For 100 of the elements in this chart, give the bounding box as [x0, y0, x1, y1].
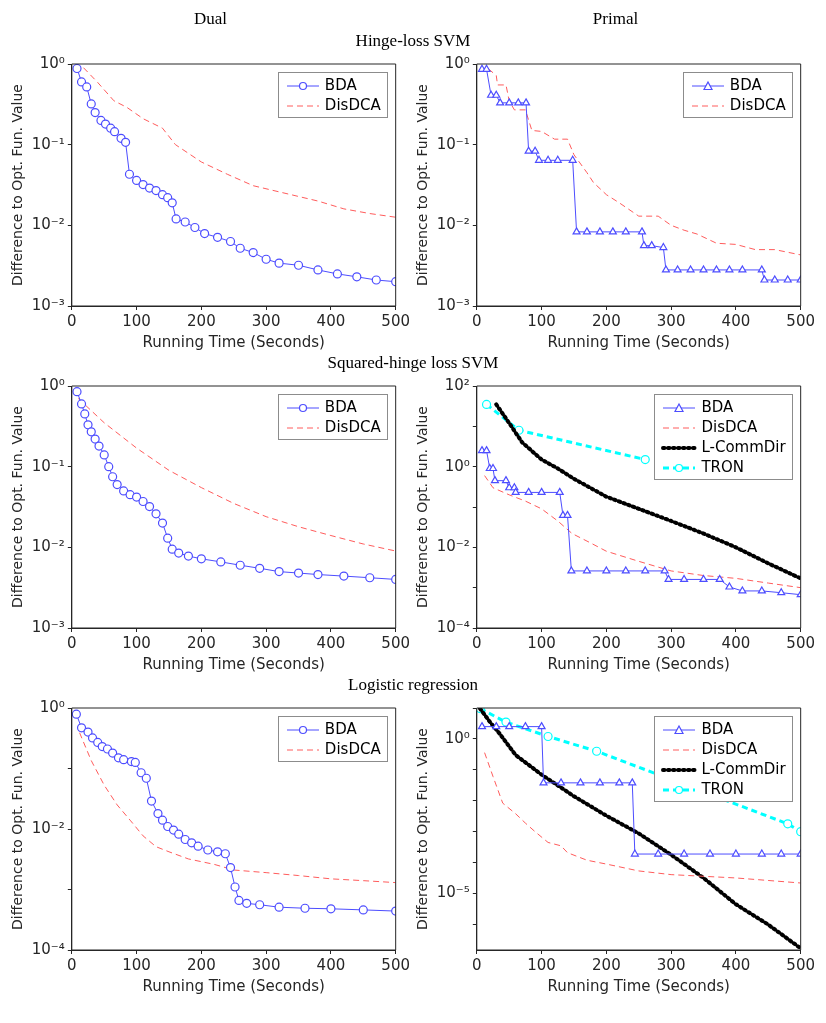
x-tick-label: 300: [656, 955, 686, 974]
point: [300, 903, 310, 913]
point: [94, 441, 104, 451]
legend-label: DisDCA: [701, 740, 758, 758]
point: [255, 900, 265, 910]
point: [183, 551, 194, 561]
point: [157, 518, 168, 528]
point: [99, 450, 109, 460]
point: [637, 227, 647, 235]
point: [539, 778, 548, 786]
point: [274, 567, 284, 577]
x-tick-label: 400: [316, 955, 346, 974]
y-tick-label: 10⁰: [444, 53, 470, 72]
legend-label: TRON: [701, 780, 745, 798]
point: [144, 501, 155, 512]
point: [595, 778, 604, 786]
point: [131, 492, 142, 502]
point: [174, 548, 184, 558]
legend-label: DisDCA: [729, 96, 786, 114]
y-tick-label: 10⁰: [39, 697, 65, 716]
point: [131, 175, 142, 186]
y-tick-label: 10⁻³: [31, 295, 65, 314]
point: [76, 723, 87, 733]
point: [725, 265, 734, 273]
x-tick-label: 300: [656, 633, 686, 652]
y-tick-label: 10⁻¹: [31, 134, 65, 153]
chart-subtitle: Logistic regression: [347, 674, 479, 696]
point: [712, 265, 721, 273]
y-tick-label: 10⁰: [39, 375, 65, 394]
y-tick-label: 10⁻²: [436, 537, 470, 556]
line-series: [494, 402, 801, 581]
chart-title: Primal: [591, 8, 640, 30]
point: [83, 727, 93, 737]
point: [86, 99, 96, 109]
legend-label: BDA: [324, 720, 357, 738]
point: [86, 427, 96, 437]
point: [537, 722, 546, 730]
x-tick-label: 100: [122, 311, 151, 330]
point: [358, 905, 368, 915]
point: [481, 399, 492, 409]
x-tick-label: 300: [656, 311, 686, 330]
x-tick-label: 500: [786, 633, 816, 652]
point: [511, 487, 520, 496]
point: [621, 227, 630, 235]
y-tick-label: 10⁻¹: [31, 456, 65, 475]
x-tick-label: 200: [592, 311, 621, 330]
point: [628, 778, 637, 786]
y-axis-title: Difference to Opt. Fun. Value: [9, 406, 26, 608]
point: [524, 146, 533, 154]
y-tick-label: 10⁻³: [436, 295, 470, 314]
y-axis-title: Difference to Opt. Fun. Value: [9, 728, 26, 930]
point: [555, 487, 564, 496]
point: [543, 731, 553, 742]
point: [151, 509, 161, 519]
x-tick-label: 300: [251, 311, 281, 330]
point: [563, 510, 572, 518]
y-tick-label: 10⁰: [444, 456, 470, 475]
y-axis-title: Difference to Opt. Fun. Value: [9, 84, 26, 286]
x-axis-title: Running Time (Seconds): [142, 976, 325, 995]
point: [640, 454, 650, 465]
y-tick-label: 10⁻⁵: [436, 883, 470, 902]
y-tick-label: 10⁻²: [31, 818, 65, 837]
y-tick-label: 10⁻⁴: [436, 617, 470, 636]
point: [760, 275, 769, 283]
point: [196, 554, 206, 564]
point: [90, 107, 100, 118]
point: [220, 849, 230, 859]
x-tick-label: 500: [381, 633, 411, 652]
point: [496, 98, 505, 106]
point: [72, 64, 82, 74]
point: [705, 849, 715, 857]
point: [216, 557, 226, 567]
point: [167, 544, 177, 554]
x-tick-label: 200: [187, 311, 216, 330]
x-tick-label: 400: [721, 633, 751, 652]
x-axis-title: Running Time (Seconds): [547, 976, 730, 995]
x-tick-label: 0: [472, 633, 482, 652]
point: [647, 241, 656, 249]
point: [326, 904, 336, 914]
point: [615, 778, 624, 786]
x-tick-label: 400: [721, 311, 751, 330]
point: [699, 574, 708, 583]
x-tick-label: 0: [472, 955, 482, 974]
point: [608, 227, 617, 235]
point: [225, 863, 236, 873]
x-tick-label: 0: [67, 955, 77, 974]
x-tick-label: 100: [122, 633, 151, 652]
legend-label: DisDCA: [324, 740, 381, 758]
point: [119, 755, 129, 765]
x-tick-label: 0: [67, 311, 77, 330]
point: [119, 486, 129, 496]
point: [261, 254, 271, 264]
point: [482, 446, 491, 454]
point: [582, 566, 591, 574]
point: [621, 566, 630, 574]
legend-label: TRON: [701, 458, 745, 476]
point: [124, 169, 135, 179]
y-tick-label: 10²: [444, 375, 470, 394]
point: [725, 582, 734, 590]
point: [293, 260, 304, 270]
